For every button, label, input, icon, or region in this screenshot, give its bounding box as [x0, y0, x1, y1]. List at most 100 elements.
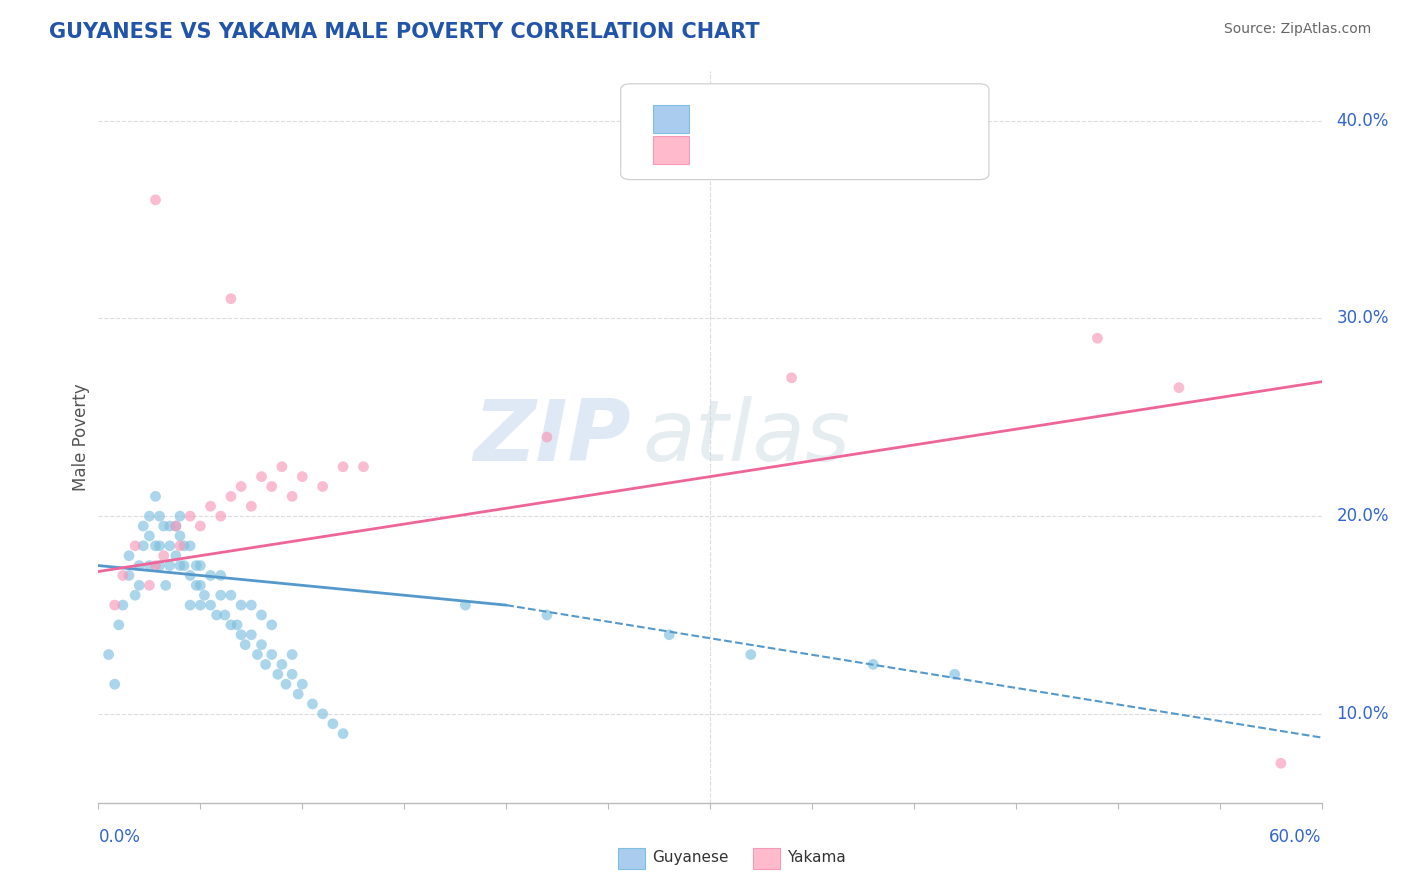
Text: atlas: atlas	[643, 395, 851, 479]
Point	[943, 667, 966, 681]
Point	[219, 588, 242, 602]
Point	[188, 519, 212, 533]
Point	[219, 618, 242, 632]
Y-axis label: Male Poverty: Male Poverty	[72, 384, 90, 491]
Point	[179, 598, 201, 612]
Text: 10.0%: 10.0%	[1336, 705, 1389, 723]
Text: 40.0%: 40.0%	[1336, 112, 1389, 129]
Point	[205, 607, 228, 622]
Point	[159, 558, 181, 573]
Point	[281, 667, 304, 681]
Point	[291, 677, 314, 691]
Point	[155, 578, 177, 592]
Point	[165, 549, 187, 563]
Point	[200, 568, 222, 582]
Point	[169, 509, 191, 524]
Point	[281, 489, 304, 503]
Point	[132, 539, 155, 553]
Point	[267, 667, 290, 681]
Point	[179, 539, 201, 553]
Text: R =: R =	[704, 112, 738, 127]
Point	[240, 628, 263, 642]
Text: ZIP: ZIP	[472, 395, 630, 479]
Point	[270, 657, 292, 672]
Point	[159, 539, 181, 553]
Point	[311, 479, 335, 493]
Point	[169, 558, 191, 573]
Point	[260, 618, 283, 632]
Text: GUYANESE VS YAKAMA MALE POVERTY CORRELATION CHART: GUYANESE VS YAKAMA MALE POVERTY CORRELAT…	[49, 22, 759, 42]
Point	[291, 469, 314, 483]
Point	[240, 598, 263, 612]
Point	[250, 469, 273, 483]
Point	[152, 549, 174, 563]
Point	[1085, 331, 1108, 345]
Bar	[652, 136, 689, 163]
Point	[145, 193, 167, 207]
Point	[536, 430, 558, 444]
Point	[250, 607, 273, 622]
Point	[108, 618, 131, 632]
Point	[186, 578, 208, 592]
Text: R =: R =	[704, 142, 744, 157]
Point	[240, 500, 263, 514]
Point	[246, 648, 269, 662]
Point	[159, 519, 181, 533]
Bar	[652, 105, 689, 133]
Point	[124, 588, 146, 602]
Point	[186, 558, 208, 573]
Point	[104, 677, 127, 691]
Point	[250, 638, 273, 652]
Point	[780, 371, 803, 385]
Text: Yakama: Yakama	[787, 850, 846, 865]
FancyBboxPatch shape	[620, 84, 988, 179]
Bar	[752, 848, 780, 869]
Point	[188, 598, 212, 612]
Point	[219, 292, 242, 306]
Point	[231, 479, 253, 493]
Point	[226, 618, 249, 632]
Point	[138, 558, 160, 573]
Point	[179, 509, 201, 524]
Point	[658, 628, 681, 642]
Point	[536, 607, 558, 622]
Point	[145, 558, 167, 573]
Text: -0.082: -0.082	[747, 112, 799, 127]
Text: 30.0%: 30.0%	[1336, 310, 1389, 327]
Point	[132, 519, 155, 533]
Point	[97, 648, 120, 662]
Point	[332, 726, 354, 740]
Point	[254, 657, 277, 672]
Point	[209, 588, 232, 602]
Point	[138, 529, 160, 543]
Point	[352, 459, 374, 474]
Text: Guyanese: Guyanese	[652, 850, 730, 865]
Point	[219, 489, 242, 503]
Point	[173, 539, 195, 553]
Point	[149, 558, 172, 573]
Point	[138, 578, 160, 592]
Point	[454, 598, 477, 612]
Point	[118, 549, 141, 563]
Point	[145, 539, 167, 553]
Point	[111, 598, 134, 612]
Point	[332, 459, 354, 474]
Point	[260, 648, 283, 662]
Point	[128, 578, 150, 592]
Point	[740, 648, 762, 662]
Point	[214, 607, 236, 622]
Point	[209, 568, 232, 582]
Point	[124, 539, 146, 553]
Text: 0.0%: 0.0%	[98, 829, 141, 847]
Point	[111, 568, 134, 582]
Point	[1167, 381, 1189, 395]
Bar	[619, 848, 645, 869]
Point	[179, 568, 201, 582]
Text: N = 77: N = 77	[856, 112, 912, 127]
Point	[322, 716, 344, 731]
Point	[165, 519, 187, 533]
Point	[165, 519, 187, 533]
Point	[149, 539, 172, 553]
Point	[1270, 756, 1292, 771]
Point	[274, 677, 297, 691]
